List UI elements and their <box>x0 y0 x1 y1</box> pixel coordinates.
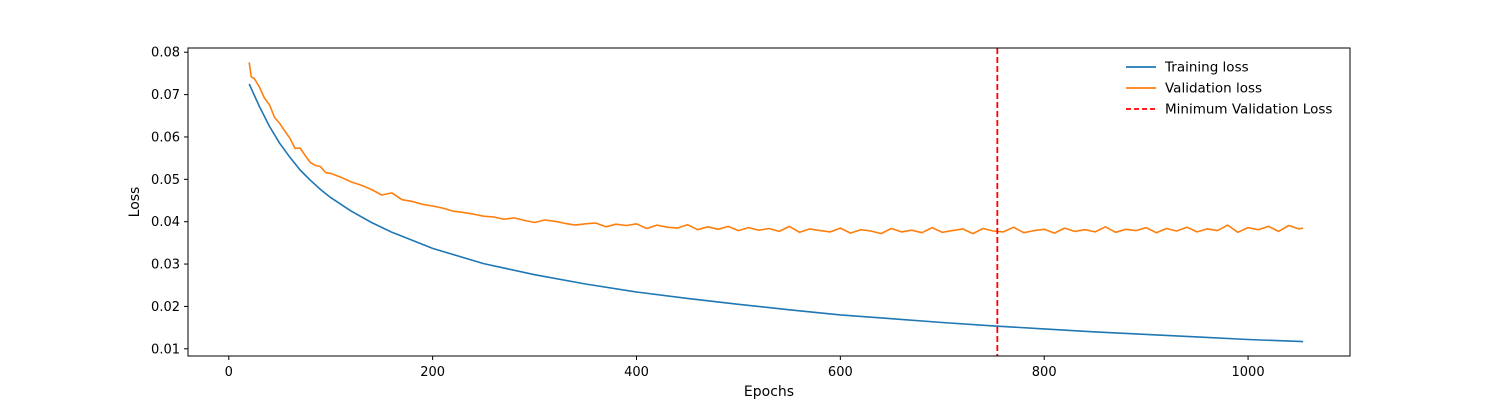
x-tick-label: 600 <box>828 365 853 380</box>
y-tick-label: 0.06 <box>151 130 180 145</box>
y-tick-label: 0.02 <box>151 300 180 315</box>
legend-label-training-loss: Training loss <box>1164 60 1249 76</box>
legend: Training loss Validation loss Minimum Vali… <box>1126 60 1332 118</box>
x-tick-label: 0 <box>225 365 233 380</box>
plot-area <box>187 47 1351 357</box>
y-tick-label: 0.05 <box>151 173 180 188</box>
axes-frame <box>187 47 1351 357</box>
training-loss-line <box>248 83 1304 343</box>
x-tick-label: 1000 <box>1232 365 1265 380</box>
series-layer <box>248 62 1304 343</box>
legend-label-minimum-validation-loss: Minimum Validation Loss <box>1165 102 1332 118</box>
x-axis-label: Epochs <box>744 384 794 400</box>
x-tick-label: 800 <box>1032 365 1057 380</box>
x-tick-label: 400 <box>624 365 649 380</box>
y-tick-label: 0.04 <box>151 215 180 230</box>
y-axis: 0.01 0.02 0.03 0.04 0.05 0.06 0.07 0.08 <box>151 46 188 357</box>
y-tick-label: 0.01 <box>151 342 180 357</box>
y-tick-label: 0.07 <box>151 88 180 103</box>
y-tick-label: 0.08 <box>151 46 180 61</box>
x-tick-label: 200 <box>420 365 445 380</box>
x-axis: 0 200 400 600 800 1000 <box>225 356 1265 380</box>
legend-label-validation-loss: Validation loss <box>1165 81 1262 97</box>
validation-loss-line <box>248 62 1304 235</box>
y-axis-label: Loss <box>127 187 143 218</box>
y-tick-label: 0.03 <box>151 258 180 273</box>
